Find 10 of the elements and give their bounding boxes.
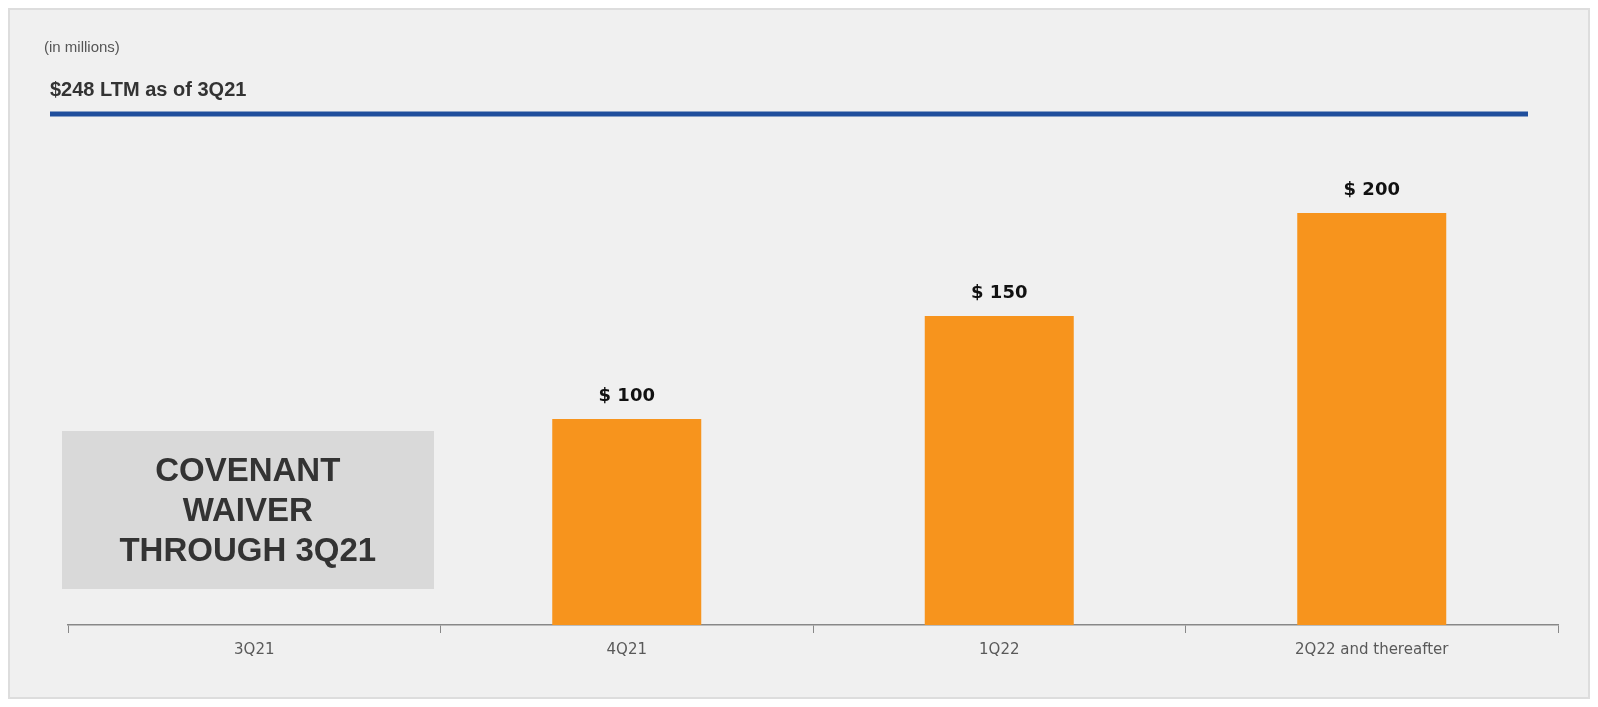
data-label: $ 150 (971, 280, 1028, 302)
ref-line-label: $248 LTM as of 3Q21 (50, 77, 247, 100)
annotation: COVENANT WAIVER THROUGH 3Q21 (118, 450, 378, 570)
data-label: $ 100 (598, 383, 655, 405)
x-tick-label: 2Q22 and thereafter (1295, 639, 1450, 658)
data-label: $ 200 (1343, 177, 1400, 199)
x-tick-label: 3Q21 (234, 639, 275, 658)
text: (in millions) (44, 37, 120, 55)
x-tick-label: 1Q22 (979, 639, 1020, 658)
x-tick-label: 4Q21 (606, 639, 647, 658)
